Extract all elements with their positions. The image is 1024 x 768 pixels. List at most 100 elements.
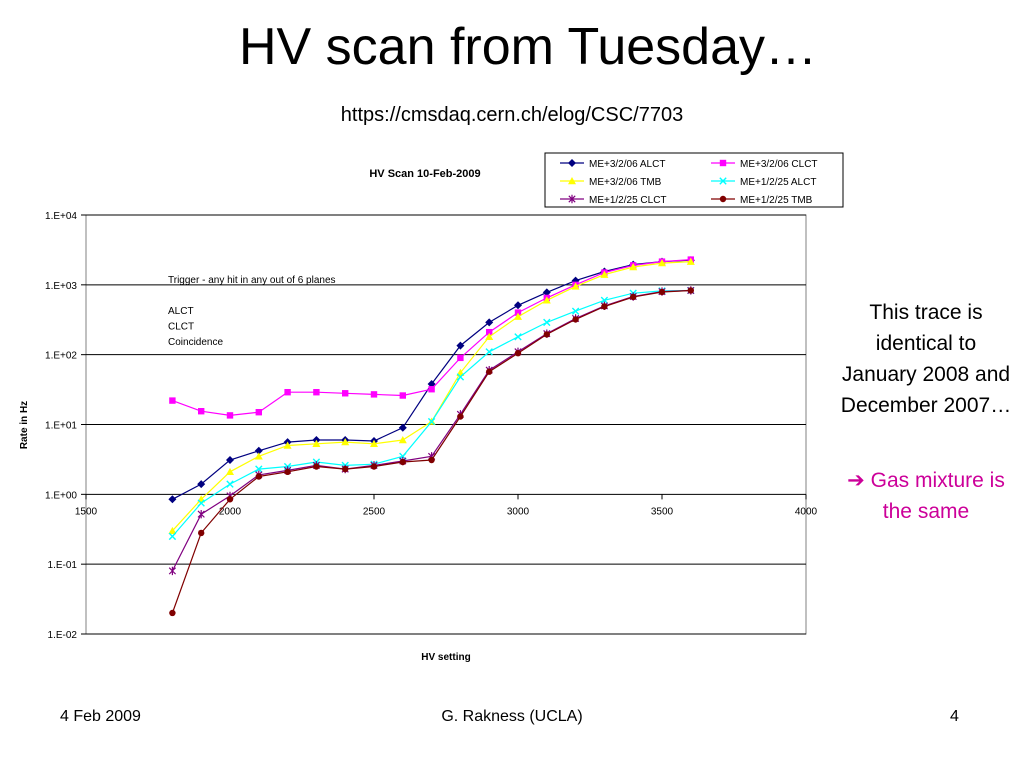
data-point <box>226 467 234 476</box>
data-point <box>485 332 494 341</box>
data-point <box>686 257 695 265</box>
data-point <box>485 348 493 356</box>
data-point <box>456 341 465 350</box>
slide-title: HV scan from Tuesday… <box>239 18 817 76</box>
data-point <box>168 495 177 504</box>
y-tick-label: 1.E+03 <box>45 281 77 292</box>
chart-annotation-line: ALCT <box>168 306 194 317</box>
data-point <box>197 480 206 489</box>
side-conclusion: ➔ Gas mixture is the same <box>836 465 1016 527</box>
data-point <box>571 307 580 315</box>
data-point <box>198 408 205 415</box>
y-axis-label: Rate in Hz <box>19 401 30 449</box>
chart-annotation-line: Trigger - any hit in any out of 6 planes <box>168 275 336 286</box>
data-point <box>600 270 609 278</box>
data-point <box>568 194 576 204</box>
x-tick-label: 2000 <box>219 506 242 517</box>
data-point <box>169 609 176 617</box>
data-point <box>226 480 234 488</box>
data-point <box>542 288 551 297</box>
data-point <box>427 417 436 426</box>
data-point <box>168 532 177 541</box>
y-tick-label: 1.E+00 <box>45 490 77 501</box>
data-point <box>514 309 522 316</box>
legend-entry: ME+1/2/25 CLCT <box>589 195 667 206</box>
legend-entry: ME+3/2/06 CLCT <box>740 159 818 170</box>
data-point <box>629 263 638 271</box>
data-point <box>514 349 522 357</box>
legend-entry: ME+1/2/25 ALCT <box>740 177 816 188</box>
data-point <box>226 496 234 503</box>
data-point <box>485 318 494 327</box>
elog-url[interactable]: https://cmsdaq.cern.ch/elog/CSC/7703 <box>340 104 684 126</box>
x-axis-label: HV setting <box>421 652 470 663</box>
x-tick-label: 3500 <box>651 506 674 517</box>
data-point <box>428 456 435 464</box>
data-point <box>255 473 262 480</box>
data-point <box>313 463 320 470</box>
data-point <box>543 318 551 327</box>
data-point <box>254 446 263 455</box>
data-point <box>341 438 350 446</box>
data-point <box>568 177 576 185</box>
legend-entry: ME+1/2/25 TMB <box>740 195 813 206</box>
legend-entry: ME+3/2/06 TMB <box>589 177 662 188</box>
y-tick-label: 1.E+02 <box>45 351 77 362</box>
chart-annotation-line: Coincidence <box>168 337 223 348</box>
data-point <box>254 452 263 460</box>
data-point <box>342 465 349 473</box>
data-point <box>197 499 205 507</box>
x-tick-label: 1500 <box>75 506 98 517</box>
chart-title: HV Scan 10-Feb-2009 <box>369 168 480 180</box>
data-point <box>312 439 321 447</box>
side-note: This trace is identical to January 2008 … <box>840 301 1012 417</box>
data-point <box>568 159 576 167</box>
x-tick-label: 4000 <box>795 506 818 517</box>
data-point <box>169 397 176 404</box>
data-point <box>226 456 234 465</box>
chart-annotation-line: CLCT <box>168 322 194 333</box>
footer-date: 4 Feb 2009 <box>60 708 141 725</box>
data-point <box>456 373 465 381</box>
y-tick-label: 1.E+01 <box>45 421 77 432</box>
data-point <box>283 441 292 449</box>
data-point <box>313 389 320 396</box>
data-point <box>658 288 666 296</box>
data-point <box>284 389 291 396</box>
data-point <box>226 412 234 419</box>
data-point <box>486 368 493 375</box>
data-point <box>342 390 349 397</box>
data-point <box>514 301 522 310</box>
data-point <box>370 439 378 447</box>
data-point <box>284 468 291 476</box>
data-point <box>457 413 464 420</box>
footer-page-number: 4 <box>950 708 959 725</box>
data-point <box>572 316 579 323</box>
data-point <box>198 529 205 537</box>
data-point <box>255 409 262 416</box>
data-point <box>719 159 727 167</box>
data-point <box>486 328 493 336</box>
data-point <box>255 465 263 473</box>
data-point <box>658 259 666 267</box>
data-point <box>398 435 407 444</box>
y-tick-label: 1.E+04 <box>45 211 77 222</box>
data-point <box>571 282 580 290</box>
data-point <box>168 566 177 576</box>
conclusion-text: Gas mixture is the same <box>870 469 1005 523</box>
x-tick-label: 3000 <box>507 506 530 517</box>
arrow-icon: ➔ <box>847 469 865 492</box>
data-point <box>399 458 406 466</box>
data-point <box>427 380 436 389</box>
data-point <box>398 423 407 432</box>
data-point <box>687 287 694 294</box>
data-point <box>719 177 727 185</box>
legend-box <box>544 152 844 208</box>
data-point <box>630 293 637 301</box>
data-point <box>600 296 609 305</box>
data-point <box>542 296 551 304</box>
data-point <box>457 354 464 362</box>
data-point <box>601 303 608 310</box>
data-point <box>428 386 435 393</box>
